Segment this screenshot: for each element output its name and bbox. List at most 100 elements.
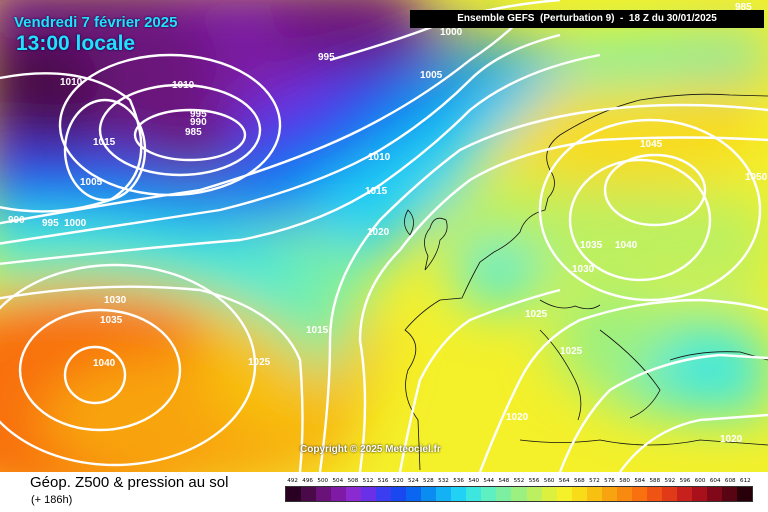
- isobar-label: 1020: [506, 412, 529, 423]
- isobar-label: 985: [185, 127, 202, 138]
- legend-color-swatch: [316, 487, 332, 501]
- legend-color-swatch: [376, 487, 392, 501]
- legend-color-swatch: [571, 487, 587, 501]
- legend-color-swatch: [691, 487, 707, 501]
- isobar-label: 1020: [367, 227, 390, 238]
- isobar-label: 1030: [572, 264, 595, 275]
- run-info-box: Ensemble GEFS (Perturbation 9) - 18 Z du…: [410, 10, 764, 28]
- legend-color-swatch: [706, 487, 722, 501]
- footer: Géop. Z500 & pression au sol (+ 186h) 49…: [0, 472, 768, 512]
- isobar-label: 1035: [580, 240, 603, 251]
- legend-tick-label: 520: [392, 478, 404, 484]
- legend-color-swatch: [556, 487, 572, 501]
- legend-tick-label: 584: [634, 478, 646, 484]
- legend-color-swatch: [601, 487, 617, 501]
- isobar-label: 1025: [560, 346, 583, 357]
- isobar-label: 995: [190, 109, 207, 120]
- isobar-label: 1040: [615, 240, 638, 251]
- isobar-label: 985: [735, 2, 752, 13]
- isobar-label: 1045: [640, 139, 663, 150]
- legend-tick-label: 540: [468, 478, 480, 484]
- isobar-label: 995: [42, 218, 59, 229]
- legend-tick-label: 564: [558, 478, 570, 484]
- legend-tick-label: 608: [724, 478, 736, 484]
- legend-tick-label: 548: [498, 478, 510, 484]
- legend-tick-label: 612: [740, 478, 751, 484]
- legend-color-swatch: [541, 487, 557, 501]
- legend-color-swatch: [466, 487, 482, 501]
- legend-tick-label: 572: [589, 478, 600, 484]
- legend-tick-label: 592: [664, 478, 676, 484]
- legend-color-swatch: [721, 487, 737, 501]
- legend-tick-label: 560: [543, 478, 555, 484]
- legend-tick-label: 496: [302, 478, 313, 484]
- legend-tick-label: 600: [694, 478, 706, 484]
- legend-color-swatch: [511, 487, 527, 501]
- legend-color-bar: [285, 486, 753, 502]
- legend-color-swatch: [436, 487, 452, 501]
- legend-color-swatch: [526, 487, 542, 501]
- isobar-label: 1005: [420, 70, 443, 81]
- local-time: 13:00 locale: [16, 32, 136, 55]
- isobar-label: 1030: [104, 295, 127, 306]
- isobar-label: 1000: [64, 218, 87, 229]
- legend-tick-label: 580: [619, 478, 630, 484]
- legend-color-swatch: [286, 487, 302, 501]
- isobar-label: 1010: [172, 80, 195, 91]
- isobar-label: 1005: [80, 177, 103, 188]
- legend-tick-label: 532: [438, 478, 449, 484]
- legend-color-swatch: [406, 487, 422, 501]
- legend-color-swatch: [586, 487, 602, 501]
- forecast-hour: (+ 186h): [31, 494, 73, 506]
- legend-tick-label: 576: [604, 478, 615, 484]
- legend-color-swatch: [346, 487, 362, 501]
- legend-tick-label: 524: [407, 478, 419, 484]
- run-info-text: Ensemble GEFS (Perturbation 9) - 18 Z du…: [457, 13, 717, 24]
- legend-tick-label: 504: [332, 478, 344, 484]
- legend-tick-label: 508: [347, 478, 359, 484]
- isobar-label: 1025: [248, 357, 271, 368]
- legend-color-swatch: [661, 487, 677, 501]
- legend-color-swatch: [481, 487, 497, 501]
- copyright: Copyright © 2025 Meteociel.fr: [300, 444, 441, 455]
- isobar-label: 1035: [100, 315, 123, 326]
- legend-tick-label: 512: [362, 478, 374, 484]
- legend-ticks: 492 496 500 504 508 512 516 520 524 528 532 536 540 5…: [285, 478, 753, 484]
- legend-tick-label: 588: [649, 478, 661, 484]
- isobar-label: 1000: [440, 27, 463, 38]
- legend-tick-label: 556: [528, 478, 540, 484]
- isobar-label: 990: [8, 215, 25, 226]
- forecast-date: Vendredi 7 février 2025: [14, 14, 178, 31]
- isobar-label: 1015: [93, 137, 116, 148]
- isobar-label: 1010: [368, 152, 391, 163]
- chart-title: Géop. Z500 & pression au sol: [30, 474, 229, 491]
- legend-color-swatch: [616, 487, 632, 501]
- legend-tick-label: 528: [423, 478, 434, 484]
- weather-map: 1000 985 995 1010 1010 995 990 985 1015 …: [0, 0, 768, 472]
- legend-tick-label: 568: [573, 478, 585, 484]
- isobar-label: 995: [318, 52, 335, 63]
- legend-color-swatch: [676, 487, 692, 501]
- legend-tick-label: 500: [317, 478, 329, 484]
- legend-color-swatch: [301, 487, 317, 501]
- legend-tick-label: 552: [513, 478, 525, 484]
- legend-color-swatch: [421, 487, 437, 501]
- color-scale-legend: 492 496 500 504 508 512 516 520 524 528 532 536 540 5…: [285, 478, 753, 502]
- legend-color-swatch: [736, 487, 752, 501]
- isobar-label: 1040: [93, 358, 116, 369]
- legend-color-swatch: [646, 487, 662, 501]
- isobar-label: 1020: [720, 434, 743, 445]
- legend-color-swatch: [631, 487, 647, 501]
- legend-tick-label: 544: [483, 478, 495, 484]
- legend-color-swatch: [451, 487, 467, 501]
- isobar-label: 990: [190, 117, 207, 128]
- legend-tick-label: 604: [709, 478, 721, 484]
- isobar-label: 1025: [525, 309, 548, 320]
- legend-tick-label: 596: [679, 478, 691, 484]
- legend-color-swatch: [331, 487, 347, 501]
- isobar-label: 1015: [306, 325, 329, 336]
- isobar-label: 1050: [745, 172, 768, 183]
- legend-tick-label: 492: [287, 478, 298, 484]
- isobar-label: 1010: [60, 77, 83, 88]
- legend-color-swatch: [496, 487, 512, 501]
